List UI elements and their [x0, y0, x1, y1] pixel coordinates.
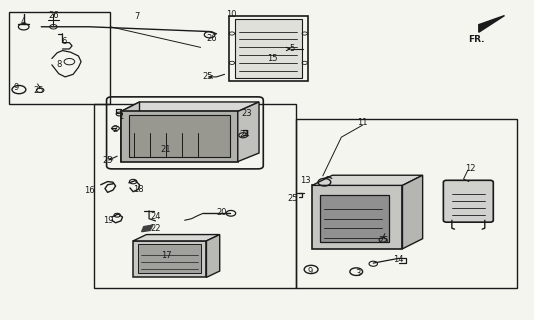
Text: 25: 25: [202, 72, 213, 81]
Text: 13: 13: [300, 176, 311, 185]
Text: 22: 22: [150, 224, 161, 233]
Polygon shape: [121, 102, 139, 162]
Text: 21: 21: [161, 145, 171, 154]
Text: 16: 16: [84, 186, 95, 195]
Text: 14: 14: [394, 255, 404, 264]
Polygon shape: [238, 102, 259, 162]
Text: 2: 2: [112, 125, 117, 134]
Text: 15: 15: [267, 54, 278, 63]
Text: 26: 26: [48, 11, 59, 20]
Text: 26: 26: [206, 34, 216, 43]
Text: 25: 25: [379, 236, 389, 245]
Text: 12: 12: [465, 164, 475, 173]
Bar: [95, 104, 296, 288]
Polygon shape: [133, 235, 219, 241]
Text: 23: 23: [241, 108, 252, 117]
Text: 5: 5: [290, 44, 295, 52]
Text: 11: 11: [357, 118, 368, 127]
Bar: [138, 244, 201, 273]
Text: 10: 10: [226, 10, 236, 19]
Polygon shape: [207, 235, 219, 277]
Text: 25: 25: [103, 156, 113, 165]
Bar: [320, 195, 389, 243]
Text: 8: 8: [56, 60, 61, 69]
Text: 7: 7: [134, 12, 139, 21]
Text: 18: 18: [133, 185, 144, 194]
FancyBboxPatch shape: [443, 180, 493, 222]
Text: 9: 9: [14, 83, 19, 92]
Text: 25: 25: [287, 194, 298, 203]
Text: 24: 24: [150, 212, 161, 221]
Polygon shape: [312, 185, 403, 249]
Bar: [296, 119, 517, 288]
Text: 9: 9: [308, 267, 313, 276]
Bar: [129, 115, 230, 157]
Polygon shape: [142, 225, 153, 232]
Bar: [10, 12, 111, 105]
Text: 3: 3: [356, 269, 361, 278]
Polygon shape: [312, 175, 422, 185]
Polygon shape: [133, 241, 207, 277]
Text: 1: 1: [119, 112, 123, 121]
Text: 25: 25: [33, 86, 44, 95]
Bar: [235, 19, 302, 77]
Polygon shape: [479, 16, 505, 32]
Text: 19: 19: [104, 216, 114, 225]
Text: FR.: FR.: [468, 35, 485, 44]
Polygon shape: [121, 111, 238, 162]
Polygon shape: [121, 102, 259, 111]
Text: 20: 20: [217, 208, 227, 217]
Bar: [229, 16, 308, 81]
Polygon shape: [403, 175, 422, 249]
Text: 17: 17: [161, 251, 171, 260]
Text: 24: 24: [239, 130, 250, 139]
Text: 4: 4: [21, 17, 26, 26]
Text: 6: 6: [61, 36, 67, 45]
